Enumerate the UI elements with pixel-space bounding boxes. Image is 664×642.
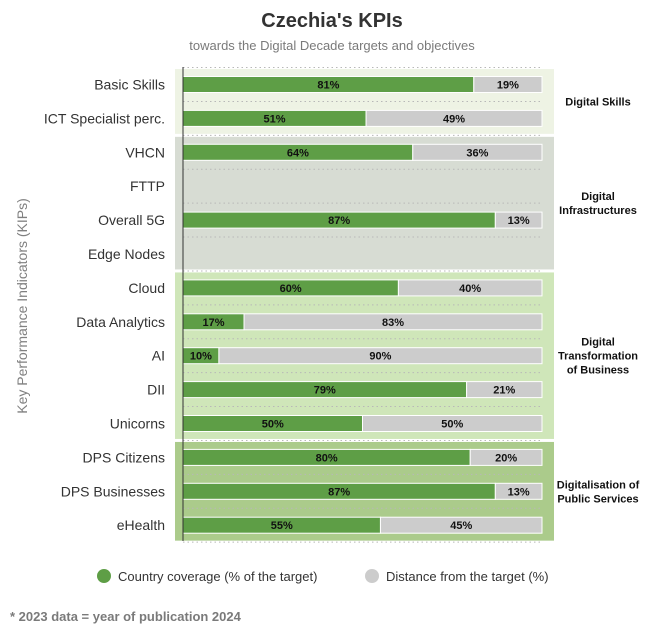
category-label-3: FTTP (130, 178, 165, 194)
bar-label-1-4: 13% (508, 215, 530, 227)
category-label-1: ICT Specialist perc. (44, 110, 165, 126)
bar-label-1-9: 21% (493, 385, 515, 397)
bar-1-13 (379, 516, 543, 534)
bar-1-0 (473, 76, 543, 93)
bar-1-4 (494, 211, 543, 229)
bar-1-7 (243, 313, 543, 331)
bar-label-1-11: 20% (495, 452, 517, 464)
bar-label-0-13: 55% (271, 520, 293, 532)
bar-label-0-4: 87% (328, 215, 350, 227)
group-label-2-0: Digital (581, 337, 615, 349)
bar-label-1-12: 13% (508, 486, 530, 498)
category-label-4: Overall 5G (98, 212, 165, 228)
bar-label-0-8: 10% (190, 351, 212, 363)
bar-label-1-13: 45% (450, 520, 472, 532)
bar-label-1-0: 19% (497, 80, 519, 92)
bar-label-1-6: 40% (459, 283, 481, 295)
bar-1-11 (469, 448, 543, 466)
group-label-1-1: Infrastructures (559, 205, 637, 217)
group-label-2-1: Transformation (558, 351, 638, 363)
category-label-9: DII (147, 382, 165, 398)
category-label-0: Basic Skills (94, 77, 165, 93)
bar-label-0-1: 51% (264, 113, 286, 125)
group-label-1-0: Digital (581, 191, 615, 203)
bar-label-0-2: 64% (287, 147, 309, 159)
category-label-8: AI (152, 348, 165, 364)
bar-label-0-0: 81% (317, 80, 339, 92)
bar-label-0-6: 60% (280, 283, 302, 295)
bar-label-0-7: 17% (202, 317, 224, 329)
category-label-12: DPS Businesses (61, 483, 165, 499)
chart-subtitle: towards the Digital Decade targets and o… (189, 38, 475, 53)
bar-label-1-8: 90% (369, 351, 391, 363)
category-label-6: Cloud (128, 280, 165, 296)
bar-1-1 (365, 109, 543, 127)
category-label-5: Edge Nodes (88, 246, 165, 262)
group-label-3-0: Digitalisation of (557, 479, 640, 491)
category-label-11: DPS Citizens (83, 449, 165, 465)
bar-1-10 (362, 415, 543, 432)
bar-1-8 (218, 347, 543, 365)
group-label-0-0: Digital Skills (565, 96, 630, 108)
bar-label-1-2: 36% (466, 147, 488, 159)
bar-label-0-10: 50% (262, 419, 284, 431)
bar-label-0-11: 80% (316, 452, 338, 464)
bar-label-0-9: 79% (314, 385, 336, 397)
bar-1-6 (397, 279, 543, 297)
bar-label-1-10: 50% (441, 419, 463, 431)
category-label-10: Unicorns (110, 416, 165, 432)
chart-title: Czechia's KPIs (261, 10, 402, 32)
category-label-7: Data Analytics (76, 314, 165, 330)
category-label-2: VHCN (125, 144, 165, 160)
bar-label-1-1: 49% (443, 113, 465, 125)
legend-label-1: Distance from the target (%) (386, 569, 549, 584)
y-axis-label: Key Performance Indicators (KIPs) (14, 198, 30, 414)
group-label-3-1: Public Services (557, 493, 638, 505)
category-label-13: eHealth (117, 517, 165, 533)
footnote: * 2023 data = year of publication 2024 (10, 609, 242, 624)
bar-label-0-12: 87% (328, 486, 350, 498)
bar-label-1-7: 83% (382, 317, 404, 329)
legend-marker-0 (97, 569, 111, 583)
group-label-2-2: of Business (567, 365, 629, 377)
bar-1-2 (412, 143, 543, 161)
legend-marker-1 (365, 569, 379, 583)
legend-label-0: Country coverage (% of the target) (118, 569, 317, 584)
bar-1-9 (466, 381, 543, 399)
bar-1-12 (494, 482, 543, 500)
